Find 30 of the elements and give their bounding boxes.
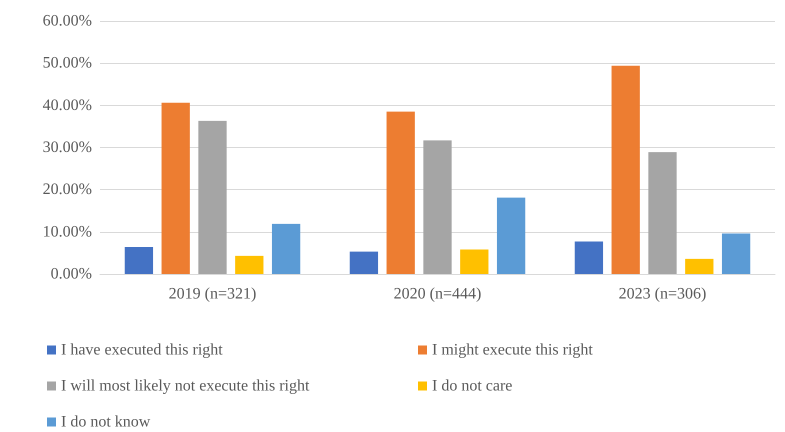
bar xyxy=(124,247,154,274)
bar xyxy=(685,258,714,274)
bar xyxy=(722,234,750,274)
bar xyxy=(162,102,190,274)
y-tick-label: 0.00% xyxy=(50,266,92,282)
y-tick-label: 20.00% xyxy=(42,181,92,198)
bar xyxy=(272,224,300,274)
legend-label: I do not care xyxy=(432,378,512,394)
bar xyxy=(496,198,526,274)
x-tick-label: 2020 (n=444) xyxy=(394,286,482,302)
x-tick-label: 2023 (n=306) xyxy=(618,286,706,302)
y-tick-label: 10.00% xyxy=(42,223,92,240)
y-tick-label: 60.00% xyxy=(42,12,92,30)
legend-label: I have executed this right xyxy=(61,342,224,358)
bar xyxy=(574,242,604,274)
legend-label: I do not know xyxy=(61,414,151,430)
legend-label: I might execute this right xyxy=(432,342,594,358)
bar xyxy=(386,112,415,274)
bar xyxy=(423,140,452,274)
y-tick-label: 30.00% xyxy=(42,139,92,156)
bar xyxy=(198,120,227,274)
y-tick-label: 40.00% xyxy=(42,96,92,114)
bar xyxy=(235,256,264,274)
legend-label: I will most likely not execute this right xyxy=(61,378,310,394)
bar xyxy=(648,152,677,274)
bar xyxy=(612,66,640,274)
y-tick-label: 50.00% xyxy=(42,54,92,72)
bar xyxy=(460,250,488,274)
bar xyxy=(350,252,378,274)
x-tick-label: 2019 (n=321) xyxy=(168,286,256,302)
